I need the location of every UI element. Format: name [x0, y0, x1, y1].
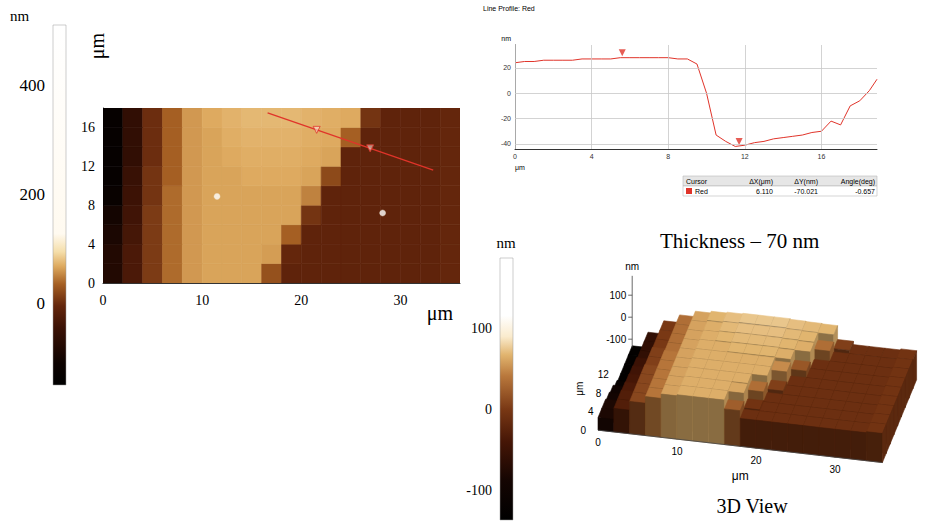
svg-text:16: 16	[818, 153, 826, 160]
svg-text:μm: μm	[574, 382, 585, 396]
svg-text:ΔX(μm): ΔX(μm)	[749, 178, 773, 186]
svg-text:nm: nm	[625, 261, 639, 272]
svg-text:μm: μm	[515, 164, 525, 172]
svg-text:0: 0	[485, 402, 492, 417]
svg-text:nm: nm	[501, 35, 511, 42]
svg-text:nm: nm	[496, 235, 516, 251]
svg-text:100: 100	[471, 321, 492, 336]
svg-text:8: 8	[666, 153, 670, 160]
svg-text:-20: -20	[501, 115, 511, 122]
svg-text:μm: μm	[427, 302, 454, 325]
svg-text:12: 12	[81, 159, 95, 174]
svg-text:-0.657: -0.657	[855, 188, 875, 195]
svg-text:8: 8	[596, 388, 602, 399]
svg-text:-100: -100	[606, 334, 626, 345]
svg-text:100: 100	[610, 290, 627, 301]
svg-text:-70.021: -70.021	[794, 188, 818, 195]
svg-text:Angle(deg): Angle(deg)	[841, 178, 875, 186]
svg-text:30: 30	[829, 464, 841, 475]
svg-text:Thickness – 70 nm: Thickness – 70 nm	[660, 229, 819, 253]
svg-text:0: 0	[621, 312, 627, 323]
svg-text:nm: nm	[10, 8, 30, 24]
svg-text:10: 10	[671, 446, 683, 457]
svg-text:Cursor: Cursor	[686, 178, 708, 185]
svg-text:16: 16	[81, 120, 95, 135]
svg-text:20: 20	[294, 293, 308, 308]
svg-text:6.110: 6.110	[756, 188, 773, 195]
svg-text:10: 10	[195, 293, 209, 308]
svg-text:0: 0	[595, 437, 601, 448]
svg-text:4: 4	[588, 406, 594, 417]
svg-text:ΔY(nm): ΔY(nm)	[794, 178, 818, 186]
svg-text:μm: μm	[86, 32, 109, 59]
svg-text:-40: -40	[501, 140, 511, 147]
svg-text:0: 0	[507, 90, 511, 97]
svg-text:4: 4	[590, 153, 594, 160]
svg-text:0: 0	[37, 294, 46, 313]
svg-text:8: 8	[88, 198, 95, 213]
svg-text:4: 4	[88, 237, 95, 252]
svg-text:3D View: 3D View	[716, 495, 788, 517]
svg-text:200: 200	[20, 185, 46, 204]
svg-text:30: 30	[394, 293, 408, 308]
svg-text:0: 0	[513, 153, 517, 160]
svg-text:0: 0	[88, 276, 95, 291]
svg-text:400: 400	[20, 76, 46, 95]
svg-text:Red: Red	[695, 188, 708, 195]
svg-text:0: 0	[100, 293, 107, 308]
svg-text:-100: -100	[466, 483, 492, 498]
svg-text:12: 12	[741, 153, 749, 160]
svg-text:Line Profile: Red: Line Profile: Red	[483, 5, 535, 12]
svg-text:12: 12	[598, 369, 610, 380]
svg-text:20: 20	[750, 455, 762, 466]
svg-text:0: 0	[580, 425, 586, 436]
svg-text:μm: μm	[732, 469, 749, 483]
svg-text:20: 20	[503, 64, 511, 71]
